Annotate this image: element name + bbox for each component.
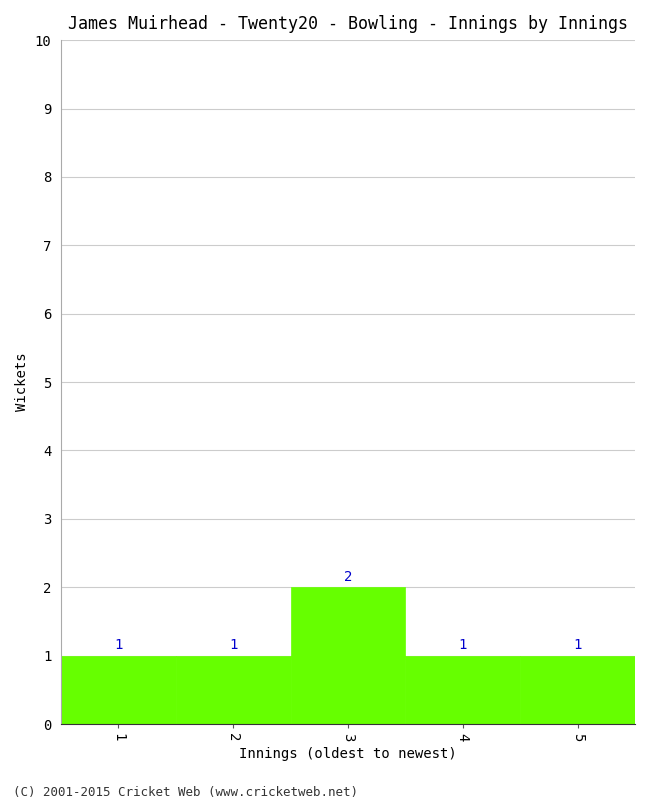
Text: (C) 2001-2015 Cricket Web (www.cricketweb.net): (C) 2001-2015 Cricket Web (www.cricketwe…	[13, 786, 358, 799]
Bar	[406, 656, 520, 724]
Bar	[520, 656, 635, 724]
Bar	[176, 656, 291, 724]
Text: 1: 1	[114, 638, 123, 652]
Text: 1: 1	[459, 638, 467, 652]
Bar	[61, 656, 176, 724]
X-axis label: Innings (oldest to newest): Innings (oldest to newest)	[239, 747, 457, 761]
Text: 2: 2	[344, 570, 352, 584]
Text: 1: 1	[573, 638, 582, 652]
Title: James Muirhead - Twenty20 - Bowling - Innings by Innings: James Muirhead - Twenty20 - Bowling - In…	[68, 15, 628, 33]
Y-axis label: Wickets: Wickets	[15, 353, 29, 411]
Text: 1: 1	[229, 638, 237, 652]
Bar	[291, 587, 406, 724]
